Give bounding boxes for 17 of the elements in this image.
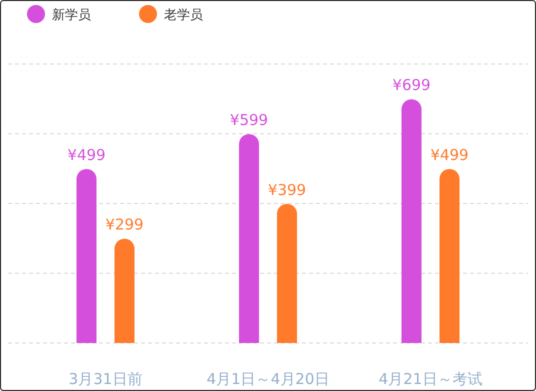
bar bbox=[440, 168, 460, 343]
x-tick-label: 3月31日前 bbox=[68, 370, 142, 388]
legend-label: 老学员 bbox=[164, 8, 203, 23]
bar bbox=[277, 204, 297, 343]
bar bbox=[239, 134, 259, 343]
x-tick-label: 4月1日～4月20日 bbox=[206, 370, 330, 388]
bar bbox=[402, 99, 422, 343]
data-label: ¥299 bbox=[105, 216, 144, 234]
x-tick-label: 4月21日～考试 bbox=[378, 370, 482, 388]
data-label: ¥499 bbox=[67, 146, 106, 164]
bar bbox=[76, 168, 96, 343]
data-label: ¥699 bbox=[392, 76, 431, 94]
bar bbox=[114, 238, 134, 343]
data-label: ¥599 bbox=[230, 111, 268, 130]
legend-label: 新学员 bbox=[52, 8, 91, 23]
data-label: ¥399 bbox=[268, 180, 306, 199]
data-label: ¥499 bbox=[430, 146, 469, 164]
